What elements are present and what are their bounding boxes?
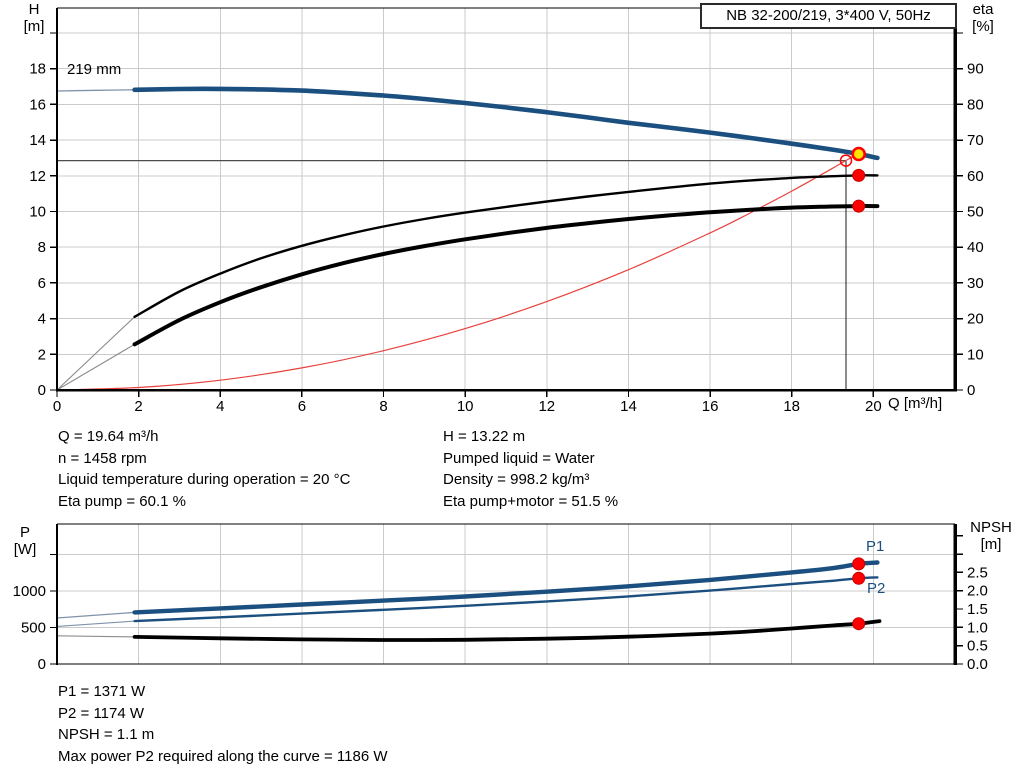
tick-label-left: 12 — [29, 168, 46, 185]
series-eta-pump-motor — [132, 204, 880, 347]
tick-label-x: 18 — [783, 398, 800, 415]
p1-series-label: P1 — [866, 538, 885, 555]
p2-series-label: P2 — [867, 580, 886, 597]
tick-label-left: 8 — [38, 239, 46, 256]
info-line-head: H = 13.22 m — [443, 428, 526, 445]
series-p2-curve — [133, 576, 879, 623]
marker-requested-point — [839, 154, 853, 167]
tick-label-x: 14 — [620, 398, 637, 415]
power-info: P1 = 1371 W P2 = 1174 W NPSH = 1.1 m Max… — [58, 681, 388, 768]
series-qh-curve — [132, 86, 880, 161]
marker-operating-dot — [852, 557, 866, 571]
info-line-flow: Q = 19.64 m³/h — [58, 428, 159, 445]
series-p1-lead — [56, 611, 136, 619]
tick-label-right: 80 — [967, 96, 984, 113]
tick-label-right: 0 — [967, 382, 975, 399]
tick-label-left: 1000 — [13, 583, 46, 600]
tick-label-left: 2 — [38, 346, 46, 363]
info-line-p1: P1 = 1371 W — [58, 683, 146, 700]
p-axis-title: P [W] — [8, 524, 42, 559]
series-p2-lead — [56, 620, 136, 627]
series-system-curve — [56, 153, 858, 391]
tick-label-right: 50 — [967, 204, 984, 221]
series-eta-pump — [133, 174, 879, 318]
npsh-axis-title: NPSH [m] — [962, 519, 1020, 554]
tick-label-right: 20 — [967, 311, 984, 328]
tick-label-left: 0 — [38, 382, 46, 399]
tick-label-right: 60 — [967, 168, 984, 185]
tick-label-left: 14 — [29, 132, 46, 149]
tick-label-x: 20 — [865, 398, 882, 415]
tick-label-left: 18 — [29, 61, 46, 78]
tick-label-x: 12 — [538, 398, 555, 415]
series-eta-pump-lead — [56, 316, 136, 391]
h-axis-title: H [m] — [17, 1, 51, 36]
tick-label-left: 0 — [38, 656, 46, 673]
tick-label-right: 40 — [967, 239, 984, 256]
p-axis-title-unit: [W] — [13, 540, 37, 558]
marker-duty-point — [851, 146, 867, 162]
p-axis-title-symbol: P — [19, 524, 30, 541]
h-axis-title-unit: [m] — [23, 17, 45, 35]
impeller-size-label: 219 mm — [67, 61, 122, 78]
tick-label-left: 4 — [38, 311, 46, 328]
tick-label-left: 6 — [38, 275, 46, 292]
tick-label-x: 6 — [298, 398, 306, 415]
info-line-speed: n = 1458 rpm — [58, 449, 147, 467]
tick-label-x: 0 — [53, 398, 61, 415]
tick-label-left: 500 — [21, 620, 46, 637]
operating-info-left: Q = 19.64 m³/h n = 1458 rpm Liquid tempe… — [58, 426, 350, 513]
info-line-liquid: Pumped liquid = Water — [443, 449, 595, 467]
tick-label-right: 70 — [967, 132, 984, 149]
info-line-npsh: NPSH = 1.1 m — [58, 726, 155, 744]
tick-label-right: 0.0 — [967, 656, 988, 673]
tick-label-right: 10 — [967, 346, 984, 363]
series-npsh-lead — [56, 635, 136, 638]
tick-label-x: 8 — [379, 398, 387, 415]
pump-title-box: NB 32-200/219, 3*400 V, 50Hz — [700, 3, 957, 29]
tick-label-right: 90 — [967, 61, 984, 78]
info-line-p2: P2 = 1174 W — [58, 704, 145, 722]
tick-label-x: 2 — [134, 398, 142, 415]
info-line-temperature: Liquid temperature during operation = 20… — [58, 471, 351, 489]
eta-axis-title: eta [%] — [962, 1, 1004, 36]
tick-label-x: 16 — [702, 398, 719, 415]
series-eta-pump-motor-lead — [56, 343, 136, 391]
tick-label-left: 10 — [29, 204, 46, 221]
info-line-eta-pump: Eta pump = 60.1 % — [58, 493, 186, 511]
info-line-eta-pump-motor: Eta pump+motor = 51.5 % — [443, 493, 619, 511]
eta-axis-title-unit: [%] — [972, 17, 994, 35]
info-line-max-power: Max power P2 required along the curve = … — [58, 748, 388, 766]
marker-operating-dot — [852, 571, 866, 585]
npsh-axis-title-symbol: NPSH — [970, 519, 1012, 536]
npsh-axis-title-unit: [m] — [980, 535, 1002, 553]
tick-label-right: 1.0 — [967, 619, 988, 636]
tick-label-right: 30 — [967, 275, 984, 292]
eta-axis-title-symbol: eta — [972, 1, 994, 18]
marker-operating-dot — [852, 199, 866, 213]
info-line-density: Density = 998.2 kg/m³ — [443, 471, 590, 489]
tick-label-right: 0.5 — [967, 638, 988, 655]
tick-label-right: 1.5 — [967, 601, 988, 618]
series-qh-lead — [56, 89, 136, 92]
h-axis-title-symbol: H — [28, 1, 40, 18]
tick-label-x: 4 — [216, 398, 224, 415]
tick-label-right: 2.5 — [967, 564, 988, 581]
q-axis-title: Q [m³/h] — [888, 395, 943, 412]
marker-operating-dot — [852, 168, 866, 182]
operating-info-right: H = 13.22 m Pumped liquid = Water Densit… — [443, 426, 618, 513]
tick-label-left: 16 — [29, 96, 46, 113]
series-p1-curve — [132, 560, 880, 615]
series-npsh-curve — [132, 619, 882, 642]
tick-label-x: 10 — [457, 398, 474, 415]
tick-label-right: 2.0 — [967, 583, 988, 600]
marker-operating-dot — [852, 617, 866, 631]
